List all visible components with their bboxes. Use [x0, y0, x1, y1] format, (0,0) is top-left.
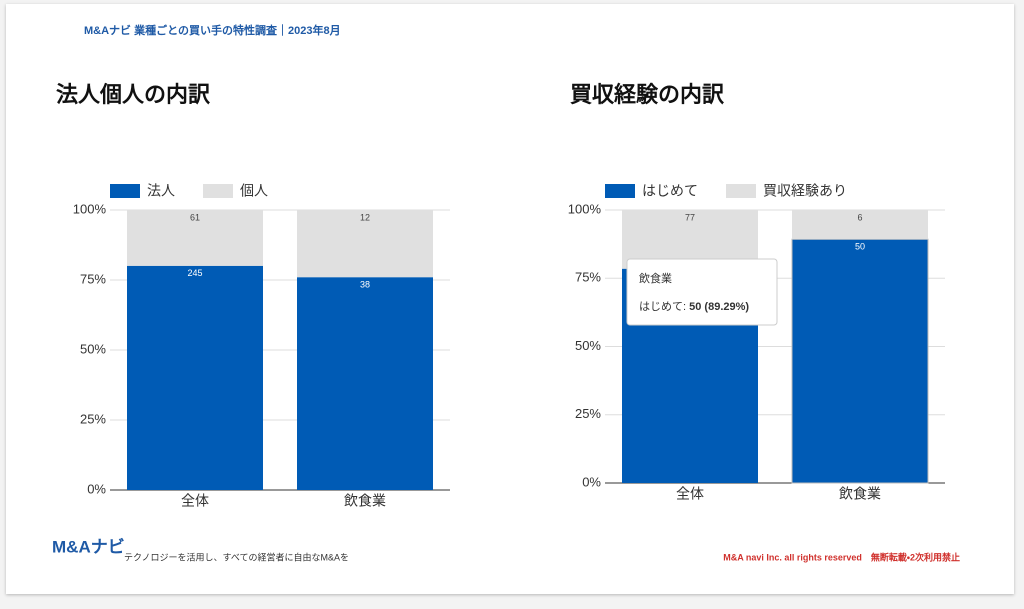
bar-segment [297, 277, 433, 490]
data-label: 38 [360, 280, 370, 290]
data-label: 12 [360, 212, 370, 222]
tooltip-title: 飲食業 [639, 271, 672, 285]
data-label: 61 [190, 212, 200, 222]
canvas: M&Aナビ 業種ごとの買い手の特性調査｜2023年8月 M&Aナビ テクノロジー… [52, 23, 960, 562]
legend-swatch [110, 184, 140, 198]
y-tick-label: 50% [80, 341, 106, 356]
y-tick-label: 100% [73, 201, 107, 216]
chart-title: 買収経験の内訳 [570, 82, 724, 107]
y-tick-label: 25% [575, 406, 601, 421]
data-label: 245 [187, 268, 202, 278]
x-tick-label: 全体 [181, 493, 209, 509]
bar-segment [792, 210, 928, 240]
x-tick-label: 全体 [676, 486, 704, 502]
x-tick-label: 飲食業 [344, 493, 386, 509]
data-label: 77 [685, 212, 695, 222]
chart-title: 法人個人の内訳 [56, 82, 210, 107]
data-label: 6 [857, 212, 862, 222]
legend-label: はじめて [642, 183, 698, 199]
slide: M&Aナビ 業種ごとの買い手の特性調査｜2023年8月 M&Aナビ テクノロジー… [6, 4, 1014, 594]
y-tick-label: 0% [582, 474, 601, 489]
data-label: 50 [855, 242, 865, 252]
y-tick-label: 100% [568, 201, 602, 216]
tooltip-box [626, 258, 778, 326]
tooltip-text: はじめて: 50 (89.29%) [639, 300, 749, 313]
legend-swatch [726, 184, 756, 198]
tooltip-value: 50 (89.29%) [689, 301, 749, 313]
y-tick-label: 25% [80, 411, 106, 426]
legend-swatch [605, 184, 635, 198]
x-tick-label: 飲食業 [839, 486, 881, 502]
y-tick-label: 75% [80, 271, 106, 286]
footer-logo: M&Aナビ [52, 537, 125, 556]
tooltip-label: はじめて: [639, 300, 689, 313]
legend-label: 個人 [240, 183, 268, 199]
footer-copyright: M&A navi Inc. all rights reserved 無断転載・2… [723, 551, 960, 562]
bar-segment [127, 265, 263, 490]
bar-segment [791, 238, 929, 484]
bar-segment [127, 210, 263, 266]
header: M&Aナビ 業種ごとの買い手の特性調査｜2023年8月 [84, 23, 341, 37]
legend-label: 買収経験あり [763, 183, 847, 199]
y-tick-label: 50% [575, 338, 601, 353]
bar-segment [297, 210, 433, 278]
legend-label: 法人 [147, 183, 175, 199]
y-tick-label: 75% [575, 270, 601, 285]
legend-swatch [203, 184, 233, 198]
y-tick-label: 0% [87, 481, 106, 496]
footer-tagline: テクノロジーを活用し、すべての経営者に自由なM&Aを [124, 551, 349, 562]
